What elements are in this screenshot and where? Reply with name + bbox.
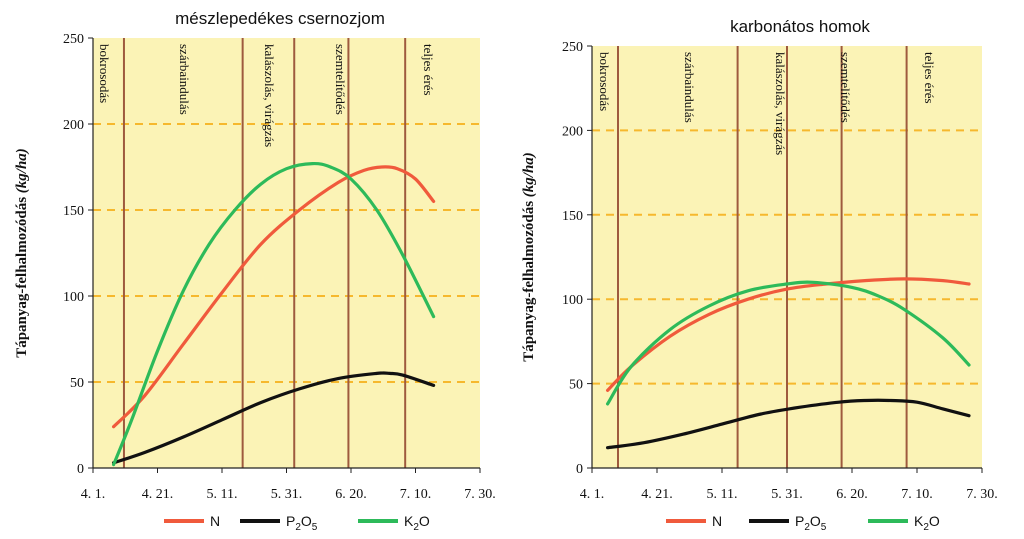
stage-label: teljes érés (922, 52, 937, 104)
y-tick-label: 200 (63, 118, 84, 133)
stage-label: kalászolás, virágzás (262, 44, 277, 147)
chart-title: karbonátos homok (730, 17, 870, 36)
x-tick-label: 6. 20. (335, 487, 367, 502)
y-tick-label: 150 (63, 204, 84, 219)
series-line-N (606, 277, 971, 392)
y-tick-label: 0 (576, 462, 583, 477)
y-tick-label: 150 (562, 209, 583, 224)
stage-label: szemtelítődés (333, 44, 348, 115)
x-tick-label: 4. 1. (81, 487, 106, 502)
stage-label: kalászolás, virágzás (773, 52, 788, 155)
x-tick-label: 5. 11. (707, 487, 738, 502)
y-axis-label: Tápanyag-felhalmozódás (kg/ha) (14, 148, 30, 358)
stage-label: szárbaindulás (177, 44, 192, 115)
series-line-N (112, 165, 436, 429)
x-tick-label: 7. 10. (901, 487, 933, 502)
plot-area (93, 38, 480, 468)
x-tick-label: 7. 30. (966, 487, 998, 502)
legend-label: K2O (914, 513, 940, 533)
series-line-P2O5 (606, 398, 971, 450)
y-tick-label: 100 (63, 290, 84, 305)
legend-label: N (210, 513, 220, 529)
y-tick-label: 100 (562, 293, 583, 308)
stage-label: teljes érés (421, 44, 436, 96)
legend-label: N (712, 513, 722, 529)
y-tick-label: 50 (70, 376, 84, 391)
x-tick-label: 6. 20. (836, 487, 868, 502)
y-tick-label: 200 (562, 124, 583, 139)
stage-label: bokrosodás (97, 44, 112, 103)
legend-label: P2O5 (795, 513, 827, 533)
legends: N P2O5 K2O N P2O5 K2O (164, 513, 940, 533)
series-line-K2O (112, 161, 436, 467)
series-line-K2O (606, 280, 971, 406)
chart-mészlepedékes-csernozjom: bokrosodás szárbaindulás kalászolás, virág… (14, 9, 496, 502)
stage-label: szemtelítődés (838, 52, 853, 123)
y-tick-label: 250 (562, 40, 583, 55)
y-tick-label: 0 (77, 462, 84, 477)
stage-label: szárbaindulás (682, 52, 697, 123)
legend-label: K2O (404, 513, 430, 533)
y-axis-label: Tápanyag-felhalmozódás (kg/ha) (521, 152, 537, 362)
x-tick-label: 4. 21. (641, 487, 673, 502)
x-tick-label: 5. 31. (771, 487, 803, 502)
x-tick-label: 5. 31. (271, 487, 303, 502)
stage-label: bokrosodás (597, 52, 612, 111)
y-tick-label: 250 (63, 32, 84, 47)
x-tick-label: 7. 10. (400, 487, 432, 502)
series-line-P2O5 (112, 371, 436, 465)
legend-label: P2O5 (286, 513, 318, 533)
chart-karbonátos-homok: bokrosodás szárbaindulás kalászolás, virág… (521, 17, 998, 502)
x-tick-label: 7. 30. (464, 487, 496, 502)
x-tick-label: 4. 21. (142, 487, 174, 502)
x-tick-label: 4. 1. (580, 487, 605, 502)
x-tick-label: 5. 11. (207, 487, 238, 502)
chart-title: mészlepedékes csernozjom (175, 9, 385, 28)
y-tick-label: 50 (569, 378, 583, 393)
